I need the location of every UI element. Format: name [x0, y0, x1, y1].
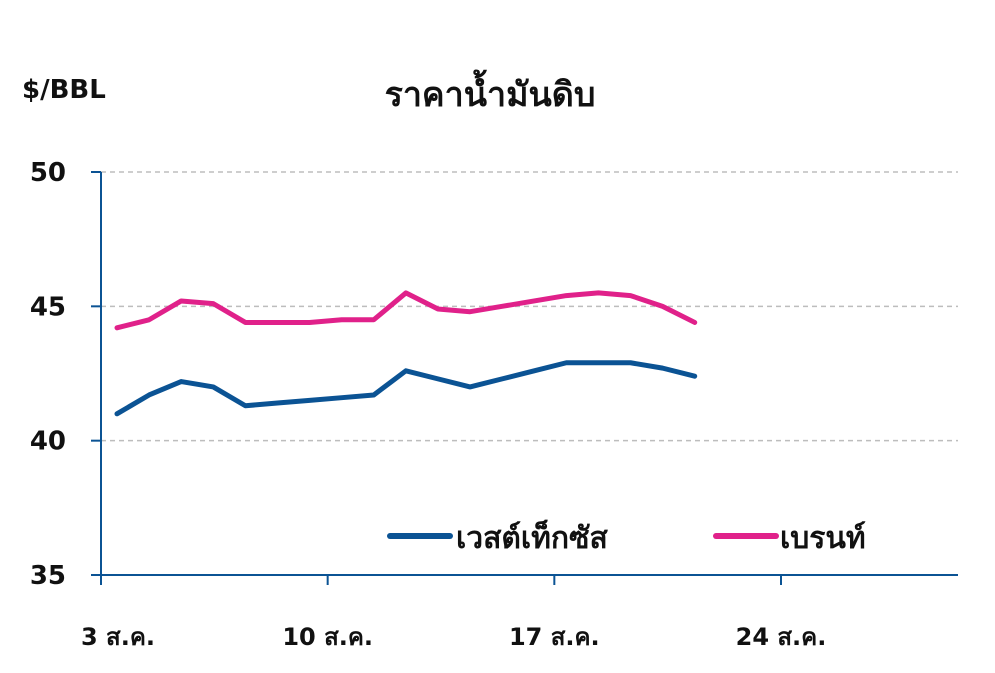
- axes: [91, 171, 958, 585]
- x-tick-label-24: 24 ส.ค.: [736, 623, 827, 651]
- y-tick-labels: 35 40 45 50: [30, 158, 66, 591]
- y-axis-unit-label: $/BBL: [22, 75, 106, 105]
- chart-title: ราคาน้ำมันดิบ: [385, 69, 596, 115]
- y-tick-label-40: 40: [30, 427, 66, 457]
- legend: เวสต์เท็กซัส เบรนท์: [387, 519, 866, 556]
- x-tick-labels: 3 ส.ค. 10 ส.ค. 17 ส.ค. 24 ส.ค.: [81, 623, 826, 651]
- x-tick-label-10: 10 ส.ค.: [282, 623, 373, 651]
- x-tick-label-17: 17 ส.ค.: [509, 623, 600, 651]
- y-tick-label-45: 45: [30, 292, 66, 322]
- series-line-1: [114, 290, 698, 331]
- y-tick-label-50: 50: [30, 158, 66, 188]
- x-tick-label-3: 3 ส.ค.: [81, 623, 155, 651]
- legend-label-brent: เบรนท์: [780, 521, 866, 556]
- y-tick-label-35: 35: [30, 561, 66, 591]
- grid-lines: [101, 171, 958, 442]
- series-lines: [114, 290, 698, 417]
- series-line-0: [114, 360, 698, 417]
- legend-label-west-texas: เวสต์เท็กซัส: [456, 519, 608, 556]
